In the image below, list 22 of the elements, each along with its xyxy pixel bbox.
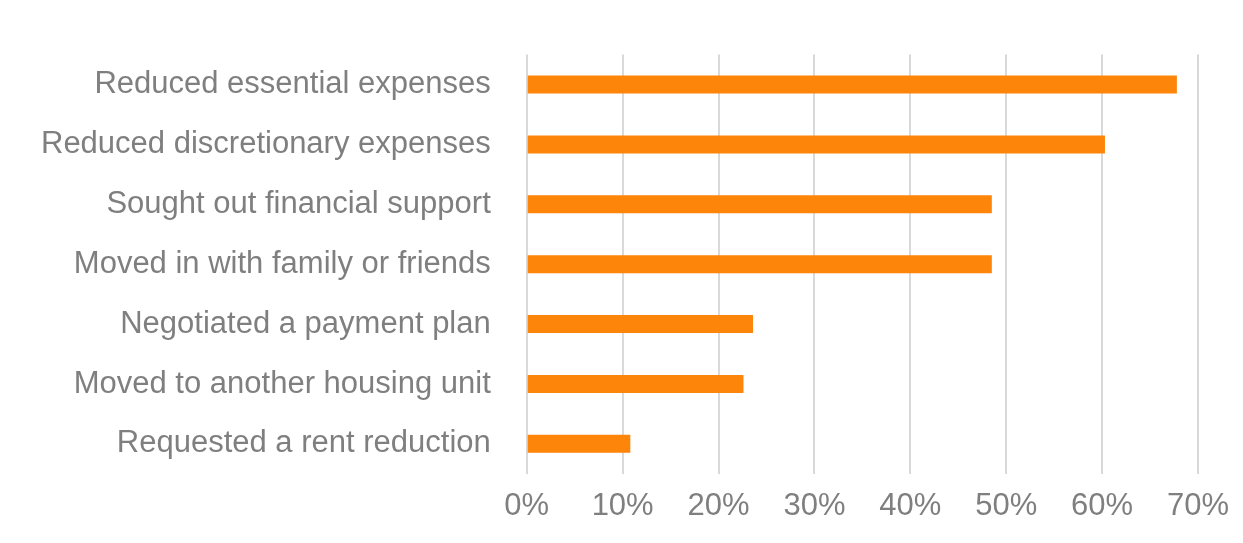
bar — [527, 135, 1105, 154]
y-tick-label: Moved to another housing unit — [73, 364, 492, 400]
x-tick-label: 30% — [783, 486, 846, 522]
x-tick-label: 40% — [879, 486, 942, 522]
bar — [527, 434, 631, 453]
x-tick-label: 60% — [1071, 486, 1134, 522]
y-tick-label: Negotiated a payment plan — [120, 304, 491, 340]
y-tick-label: Requested a rent reduction — [116, 424, 491, 460]
x-tick-label: 70% — [1166, 486, 1229, 522]
bar — [527, 195, 992, 214]
x-tick-label: 10% — [591, 486, 654, 522]
y-tick-label: Reduced discretionary expenses — [40, 124, 491, 160]
bar — [527, 315, 754, 334]
bar — [527, 255, 992, 274]
x-tick-label: 20% — [687, 486, 750, 522]
bar — [527, 75, 1177, 94]
x-tick-label: 0% — [504, 486, 550, 522]
bar — [527, 374, 744, 393]
y-tick-label: Moved in with family or friends — [73, 244, 491, 280]
y-tick-label: Sought out financial support — [106, 184, 492, 220]
x-tick-label: 50% — [975, 486, 1038, 522]
y-tick-label: Reduced essential expenses — [94, 65, 491, 101]
